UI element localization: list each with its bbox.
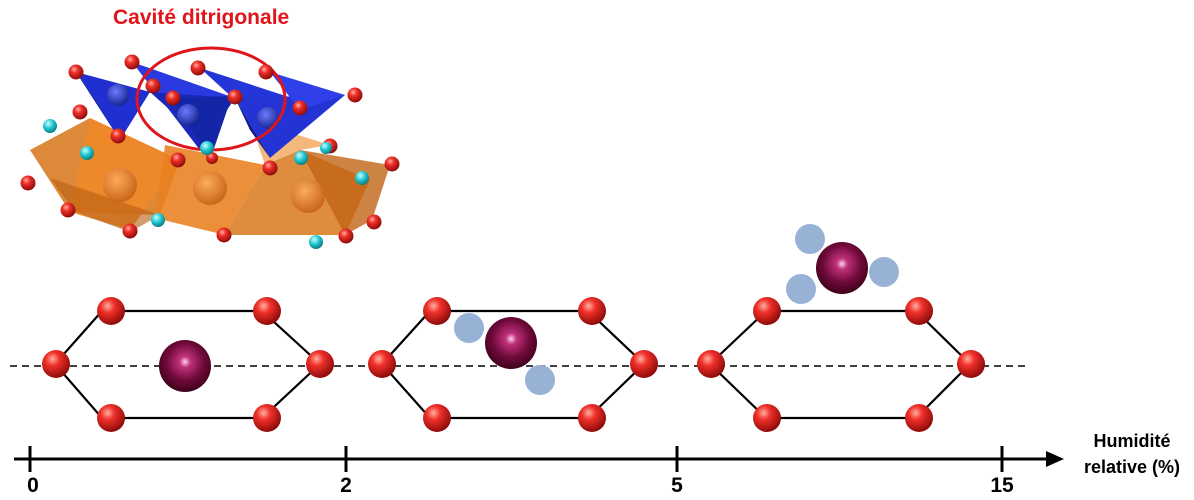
axis-label-line2: relative (%) bbox=[1083, 457, 1181, 477]
axis-tick-label: 0 bbox=[27, 474, 39, 497]
cavity-stage-1 bbox=[42, 297, 334, 432]
axis-label-line1: Humidité bbox=[1093, 431, 1171, 451]
cavity-title: Cavité ditrigonale bbox=[113, 6, 290, 29]
ditrigonal-ring bbox=[708, 309, 972, 420]
axis-arrowhead bbox=[1046, 451, 1064, 467]
interlayer-cation bbox=[159, 340, 211, 392]
structure-hydroxyl-atoms bbox=[43, 119, 369, 249]
ring-oxygen-atoms bbox=[697, 297, 985, 432]
crystal-structure-illustration bbox=[20, 46, 400, 249]
water-molecule bbox=[786, 274, 816, 304]
cavity-stage-3 bbox=[697, 224, 985, 432]
structure-oxygen-atoms bbox=[20, 54, 400, 244]
axis-tick-label: 15 bbox=[990, 474, 1014, 497]
interlayer-cation bbox=[485, 317, 537, 369]
water-molecule bbox=[869, 257, 899, 287]
octahedral-layer bbox=[30, 118, 390, 235]
humidity-axis bbox=[14, 446, 1064, 472]
axis-tick-label: 5 bbox=[671, 474, 683, 497]
axis-label: Humidité relative (%) bbox=[1070, 428, 1194, 480]
water-molecule bbox=[454, 313, 484, 343]
axis-tick-label: 2 bbox=[340, 474, 352, 497]
interlayer-cation bbox=[816, 242, 868, 294]
cavity-stage-2 bbox=[368, 297, 658, 432]
water-molecule bbox=[525, 365, 555, 395]
water-molecule bbox=[795, 224, 825, 254]
ring-oxygen-atoms bbox=[368, 297, 658, 432]
ring-oxygen-atoms bbox=[42, 297, 334, 432]
